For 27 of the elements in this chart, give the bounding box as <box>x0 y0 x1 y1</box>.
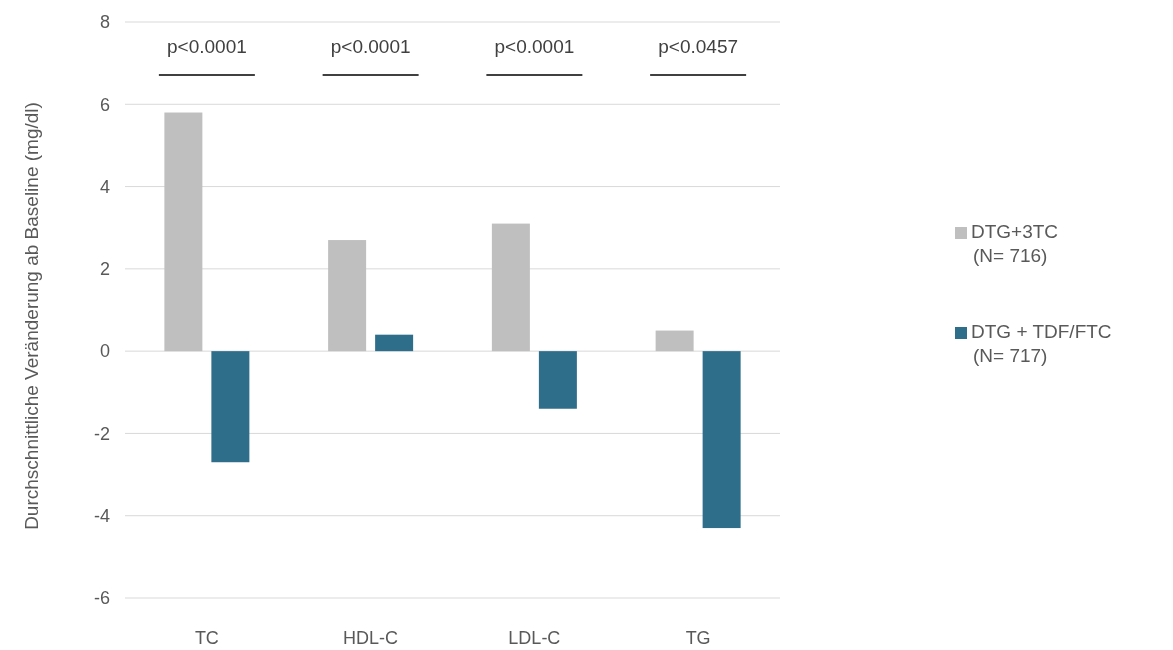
bar <box>164 112 203 352</box>
y-tick-label: 4 <box>99 176 110 197</box>
y-tick-label: -2 <box>93 423 110 444</box>
annotation: p<0.0457 <box>658 36 739 57</box>
annotation: p<0.0001 <box>330 36 411 57</box>
bar <box>211 351 250 463</box>
y-axis-title: Durchschnittliche Veränderung ab Baseline (mg/dl) <box>21 102 42 530</box>
bar <box>655 330 694 352</box>
bar <box>328 240 367 352</box>
bar <box>375 334 414 352</box>
legend-label: DTG+3TC (N= 716) <box>971 221 1059 266</box>
bar <box>491 223 530 352</box>
y-tick-label: 2 <box>99 259 110 280</box>
x-tick-label: TC <box>194 628 219 648</box>
y-tick-label: -4 <box>93 506 110 527</box>
x-tick-label: HDL-C <box>343 628 399 648</box>
x-tick-label: LDL-C <box>508 628 561 648</box>
y-tick-label: 6 <box>99 94 110 115</box>
legend-label: DTG + TDF/FTC (N= 717) <box>971 321 1112 366</box>
bar <box>538 351 577 409</box>
annotation: p<0.0001 <box>166 36 247 57</box>
y-tick-label: 0 <box>99 341 110 362</box>
x-tick-label: TG <box>685 628 711 648</box>
annotation: p<0.0001 <box>494 36 575 57</box>
y-tick-label: 8 <box>99 12 110 33</box>
y-tick-label: -6 <box>93 588 110 609</box>
bar <box>702 351 741 529</box>
